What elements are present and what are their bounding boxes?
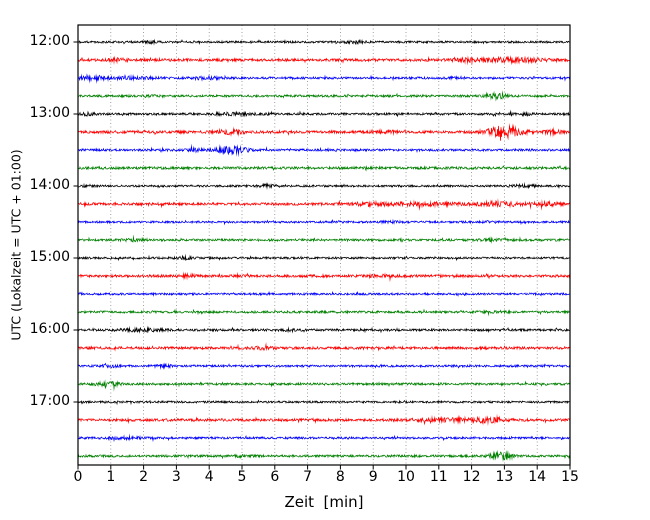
x-tick-label: 15 <box>561 469 579 485</box>
hour-tick-label: 15:00 <box>29 249 70 265</box>
hour-tick-label: 13:00 <box>29 105 70 121</box>
x-tick-label: 8 <box>335 469 345 485</box>
x-tick-label: 13 <box>495 469 514 485</box>
hour-tick-label: 17:00 <box>29 393 70 409</box>
x-tick-label: 10 <box>397 469 415 485</box>
x-axis-label: Zeit [min] <box>284 493 364 511</box>
x-tick-label: 11 <box>429 469 448 485</box>
x-tick-label: 3 <box>171 469 181 485</box>
x-tick-label: 6 <box>270 469 280 485</box>
x-tick-label: 9 <box>368 469 378 485</box>
x-tick-label: 7 <box>303 469 313 485</box>
x-tick-label: 1 <box>106 469 116 485</box>
x-tick-label: 0 <box>73 469 83 485</box>
hour-tick-label: 14:00 <box>29 177 70 193</box>
x-tick-label: 14 <box>528 469 547 485</box>
hour-tick-label: 16:00 <box>29 321 70 337</box>
x-tick-label: 4 <box>204 469 214 485</box>
x-tick-label: 12 <box>462 469 481 485</box>
x-tick-label: 2 <box>139 469 149 485</box>
hour-tick-label: 12:00 <box>29 33 70 49</box>
x-tick-label: 5 <box>237 469 247 485</box>
